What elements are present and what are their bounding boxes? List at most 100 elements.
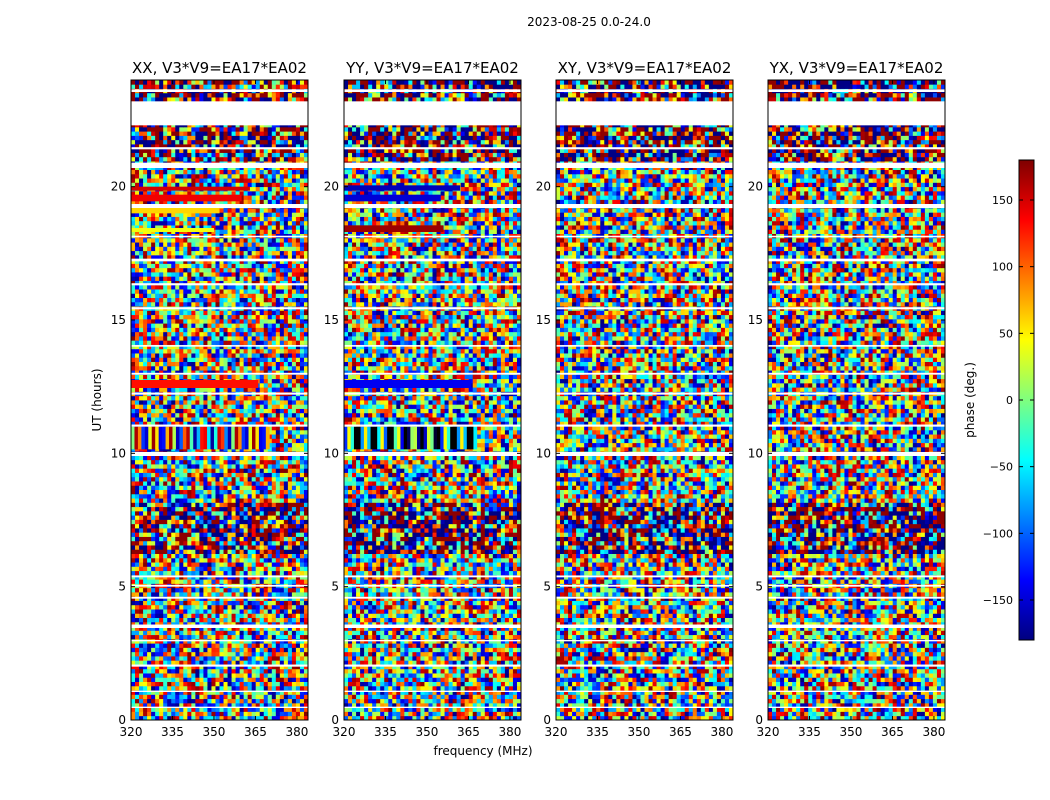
coherent-band [189,426,194,450]
flagged-gap [556,596,733,599]
flagged-gap [131,664,308,667]
flagged-gap [556,575,733,578]
coherent-band [131,426,135,450]
flagged-gap [768,706,945,708]
flagged-gap [344,372,521,375]
flagged-gap [768,584,945,587]
coherent-band [347,426,352,450]
coherent-band [473,426,478,450]
colorbar-tick-label: 100 [992,261,1013,274]
flagged-gap [556,307,733,310]
x-tick-label: 350 [203,725,226,739]
flagged-gap [131,372,308,375]
flagged-gap [556,101,733,126]
coherent-band [151,426,156,450]
phase-image [131,80,308,720]
coherent-band [227,426,232,450]
coherent-band [210,426,215,450]
flagged-gap [768,664,945,667]
coherent-band [200,426,204,450]
y-tick-label: 5 [755,580,763,594]
panel-frame [555,79,734,721]
y-tick-label: 0 [331,713,339,727]
coherent-band [436,426,441,450]
y-tick-label: 10 [324,446,339,460]
coherent-band [165,426,170,450]
flagged-gap [556,283,733,286]
coherent-band [423,426,428,450]
coherent-band [258,426,263,450]
flagged-gap [344,596,521,599]
coherent-band [440,426,444,450]
flagged-gap [768,372,945,375]
flagged-gap [344,258,521,262]
coherent-band [169,426,173,450]
coherent-band [350,426,355,450]
coherent-band [430,426,435,450]
x-tick-label: 365 [457,725,480,739]
flagged-gap [556,235,733,238]
flagged-gap [768,596,945,599]
flagged-gap [344,575,521,578]
coherent-band [463,426,468,450]
panel-xy: XY, V3*V9=EA17*EA02 320 335 350 365 380 0 5 10 15… [536,59,734,739]
coherent-band [158,426,163,450]
coherent-band [344,185,461,191]
flagged-gap [556,690,733,692]
coherent-band [393,426,398,450]
coherent-band [367,426,371,450]
coherent-band [238,426,243,450]
colorbar-tick-label: 50 [999,327,1013,340]
coherent-band [131,186,250,191]
flagged-gap [768,307,945,310]
coherent-band [265,426,270,450]
flagged-gap [131,596,308,599]
coherent-band [224,426,229,450]
flagged-gap [344,392,521,395]
coherent-band [234,426,239,450]
flagged-gap [768,575,945,578]
flagged-gap [344,101,521,126]
x-tick-label: 380 [285,725,308,739]
y-tick-label: 20 [111,180,126,194]
flagged-gap [556,424,733,427]
coherent-band [220,426,225,450]
coherent-band [443,426,448,450]
y-tick-label: 0 [118,713,126,727]
flagged-gap [768,101,945,126]
coherent-band [131,380,259,388]
coherent-band [420,426,425,450]
coherent-band [179,426,184,450]
flagged-gap [131,162,308,168]
flagged-gap [768,162,945,168]
x-tick-label: 380 [710,725,733,739]
x-tick-label: 335 [586,725,609,739]
panel-title: XY, V3*V9=EA17*EA02 [558,59,732,77]
flagged-gap [556,204,733,208]
coherent-band [131,228,214,232]
y-tick-label: 20 [324,180,339,194]
coherent-band [148,426,153,450]
flagged-gap [131,101,308,126]
x-tick-label: 335 [798,725,821,739]
flagged-gap [556,162,733,168]
x-tick-label: 320 [545,725,568,739]
flagged-gap [556,664,733,667]
x-tick-label: 365 [881,725,904,739]
flagged-gap [344,690,521,692]
coherent-band [203,426,208,450]
x-tick-label: 365 [669,725,692,739]
y-tick-label: 5 [118,580,126,594]
coherent-band [182,426,187,450]
panel-title: XX, V3*V9=EA17*EA02 [132,59,307,77]
coherent-band [450,426,454,450]
colorbar-tick-label: 150 [992,194,1013,207]
coherent-band [446,426,451,450]
flagged-gap [556,147,733,150]
flagged-gap [131,640,308,642]
flagged-gap [344,307,521,310]
phase-image [768,80,945,720]
flagged-gap [556,89,733,92]
coherent-band [417,426,421,450]
x-tick-label: 335 [161,725,184,739]
